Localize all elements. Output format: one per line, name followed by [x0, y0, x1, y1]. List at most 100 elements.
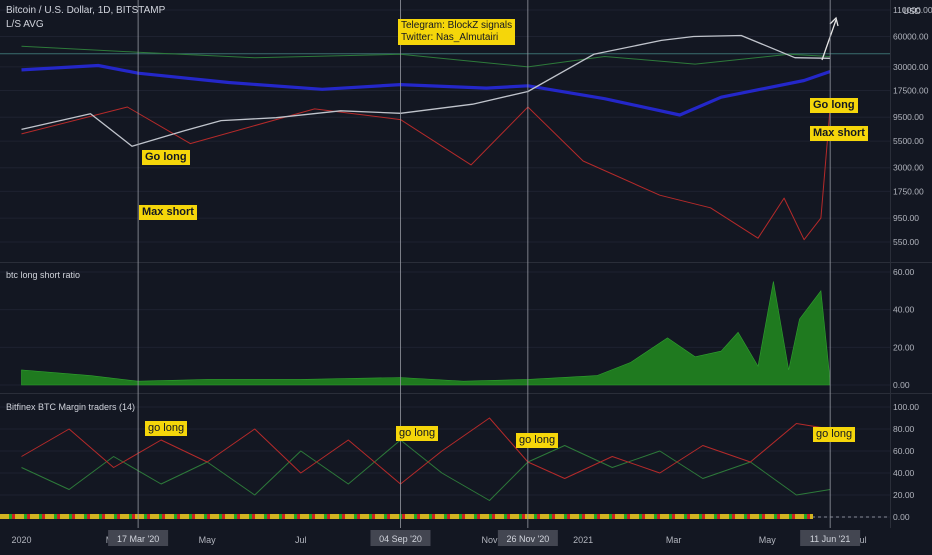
highlighted-date: 11 Jun '21	[800, 530, 861, 546]
go-long-label: go long	[813, 427, 856, 442]
signal-strip-cell	[186, 514, 189, 519]
signal-strip-cell	[453, 514, 456, 519]
signal-strip-cell	[6, 514, 9, 519]
price-tick-label: 1750.00	[893, 186, 924, 196]
signal-strip-cell	[588, 514, 591, 519]
margin-tick-label: 60.00	[893, 446, 915, 456]
arrow-head	[829, 16, 839, 27]
signal-strip-cell	[801, 514, 804, 519]
signal-strip-cell	[486, 514, 489, 519]
signal-strip-cell	[261, 514, 264, 519]
signal-strip-cell	[522, 514, 525, 519]
signal-strip-cell	[321, 514, 324, 519]
signal-strip-cell	[117, 514, 120, 519]
signal-strip-cell	[54, 514, 57, 519]
signal-strip-cell	[774, 514, 777, 519]
price-tick-label: 5500.00	[893, 136, 924, 146]
signal-strip-cell	[336, 514, 339, 519]
signal-strip-cell	[468, 514, 471, 519]
symbol-title: Bitcoin / U.S. Dollar, 1D, BITSTAMP	[6, 5, 166, 16]
signal-strip-cell	[246, 514, 249, 519]
signal-strip-cell	[318, 514, 321, 519]
signal-strip-cell	[510, 514, 513, 519]
signal-strip-cell	[696, 514, 699, 519]
signal-strip-cell	[306, 514, 309, 519]
go-long-label: go long	[396, 426, 439, 441]
ratio-tick-label: 60.00	[893, 267, 915, 277]
signal-strip-cell	[228, 514, 231, 519]
signal-strip-cell	[432, 514, 435, 519]
signal-strip-cell	[567, 514, 570, 519]
go-long-label: Go long	[142, 150, 190, 165]
signal-strip-cell	[564, 514, 567, 519]
signal-strip-cell	[129, 514, 132, 519]
signal-strip-cell	[414, 514, 417, 519]
signal-strip-cell	[9, 514, 12, 519]
signal-strip-cell	[783, 514, 786, 519]
signal-strip-cell	[753, 514, 756, 519]
signal-strip-cell	[546, 514, 549, 519]
signal-strip-cell	[210, 514, 213, 519]
signal-strip-cell	[765, 514, 768, 519]
signal-strip-cell	[681, 514, 684, 519]
signal-strip-cell	[153, 514, 156, 519]
ratio-tick-label: 20.00	[893, 342, 915, 352]
signal-strip-cell	[627, 514, 630, 519]
price-tick-label: 550.00	[893, 237, 919, 247]
signal-strip-cell	[309, 514, 312, 519]
signal-strip-cell	[81, 514, 84, 519]
signal-strip-cell	[585, 514, 588, 519]
signal-strip-cell	[255, 514, 258, 519]
signal-strip-cell	[435, 514, 438, 519]
price-line	[21, 34, 831, 147]
signal-strip-cell	[648, 514, 651, 519]
time-tick-label: 2021	[573, 535, 593, 545]
signal-strip-cell	[513, 514, 516, 519]
signal-strip-cell	[198, 514, 201, 519]
signal-strip-cell	[114, 514, 117, 519]
signal-strip-cell	[690, 514, 693, 519]
signal-strip-cell	[447, 514, 450, 519]
margin-tick-label: 40.00	[893, 468, 915, 478]
go-long-label: go long	[516, 433, 559, 448]
signal-strip-cell	[639, 514, 642, 519]
signal-strip-cell	[609, 514, 612, 519]
ratio-tick-label: 0.00	[893, 380, 910, 390]
pane-title: Bitfinex BTC Margin traders (14)	[6, 402, 135, 412]
margin-tick-label: 20.00	[893, 490, 915, 500]
signal-strip-cell	[291, 514, 294, 519]
signal-strip-cell	[357, 514, 360, 519]
signal-strip-cell	[654, 514, 657, 519]
signal-strip-cell	[678, 514, 681, 519]
signal-strip-cell	[738, 514, 741, 519]
signal-strip-cell	[33, 514, 36, 519]
signal-strip-cell	[573, 514, 576, 519]
time-tick-label: 2020	[11, 535, 31, 545]
signal-strip-cell	[489, 514, 492, 519]
signal-strip-cell	[582, 514, 585, 519]
price-tick-label: 9500.00	[893, 112, 924, 122]
telegram-line: Telegram: BlockZ signals	[401, 20, 513, 31]
signal-strip-cell	[72, 514, 75, 519]
signal-strip-cell	[180, 514, 183, 519]
signal-strip-cell	[12, 514, 15, 519]
ratio-area	[21, 281, 831, 386]
signal-strip-cell	[519, 514, 522, 519]
signal-strip-cell	[78, 514, 81, 519]
pane-title: btc long short ratio	[6, 270, 80, 280]
signal-strip-cell	[192, 514, 195, 519]
signal-strip-cell	[285, 514, 288, 519]
signal-strip-cell	[120, 514, 123, 519]
signal-strip-cell	[339, 514, 342, 519]
go-long-label: Go long	[810, 98, 858, 113]
highlighted-date: 04 Sep '20	[370, 530, 431, 546]
signal-strip-cell	[138, 514, 141, 519]
signal-strip-cell	[111, 514, 114, 519]
highlighted-date-label: 26 Nov '20	[506, 534, 549, 544]
signal-strip-cell	[561, 514, 564, 519]
signal-strip-cell	[195, 514, 198, 519]
signal-strip-cell	[159, 514, 162, 519]
signal-strip-cell	[189, 514, 192, 519]
signal-strip-cell	[732, 514, 735, 519]
